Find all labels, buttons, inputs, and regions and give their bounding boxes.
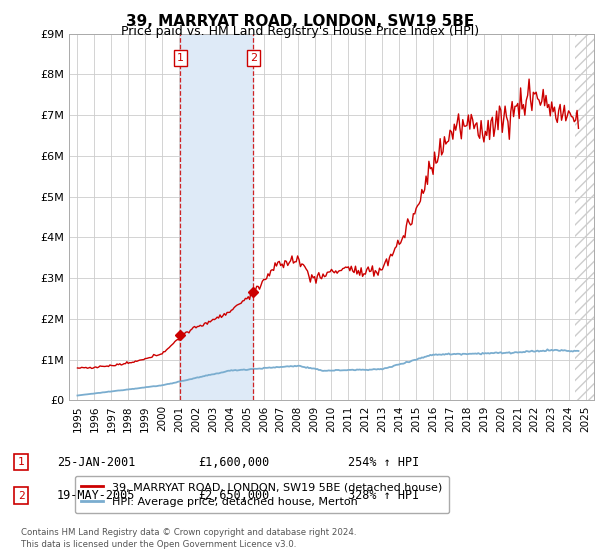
Text: Price paid vs. HM Land Registry's House Price Index (HPI): Price paid vs. HM Land Registry's House …	[121, 25, 479, 38]
Bar	[180, 34, 253, 400]
Text: £1,600,000: £1,600,000	[198, 455, 269, 469]
Text: Contains HM Land Registry data © Crown copyright and database right 2024.
This d: Contains HM Land Registry data © Crown c…	[21, 528, 356, 549]
Text: 19-MAY-2005: 19-MAY-2005	[57, 489, 136, 502]
Text: 1: 1	[17, 457, 25, 467]
Bar	[575, 34, 596, 400]
Text: £2,650,000: £2,650,000	[198, 489, 269, 502]
Text: 328% ↑ HPI: 328% ↑ HPI	[348, 489, 419, 502]
Text: 1: 1	[177, 53, 184, 63]
Text: 2: 2	[17, 491, 25, 501]
Legend: 39, MARRYAT ROAD, LONDON, SW19 5BE (detached house), HPI: Average price, detache: 39, MARRYAT ROAD, LONDON, SW19 5BE (deta…	[74, 475, 449, 514]
Text: 2: 2	[250, 53, 257, 63]
Text: 254% ↑ HPI: 254% ↑ HPI	[348, 455, 419, 469]
Text: 39, MARRYAT ROAD, LONDON, SW19 5BE: 39, MARRYAT ROAD, LONDON, SW19 5BE	[126, 14, 474, 29]
Text: 25-JAN-2001: 25-JAN-2001	[57, 455, 136, 469]
